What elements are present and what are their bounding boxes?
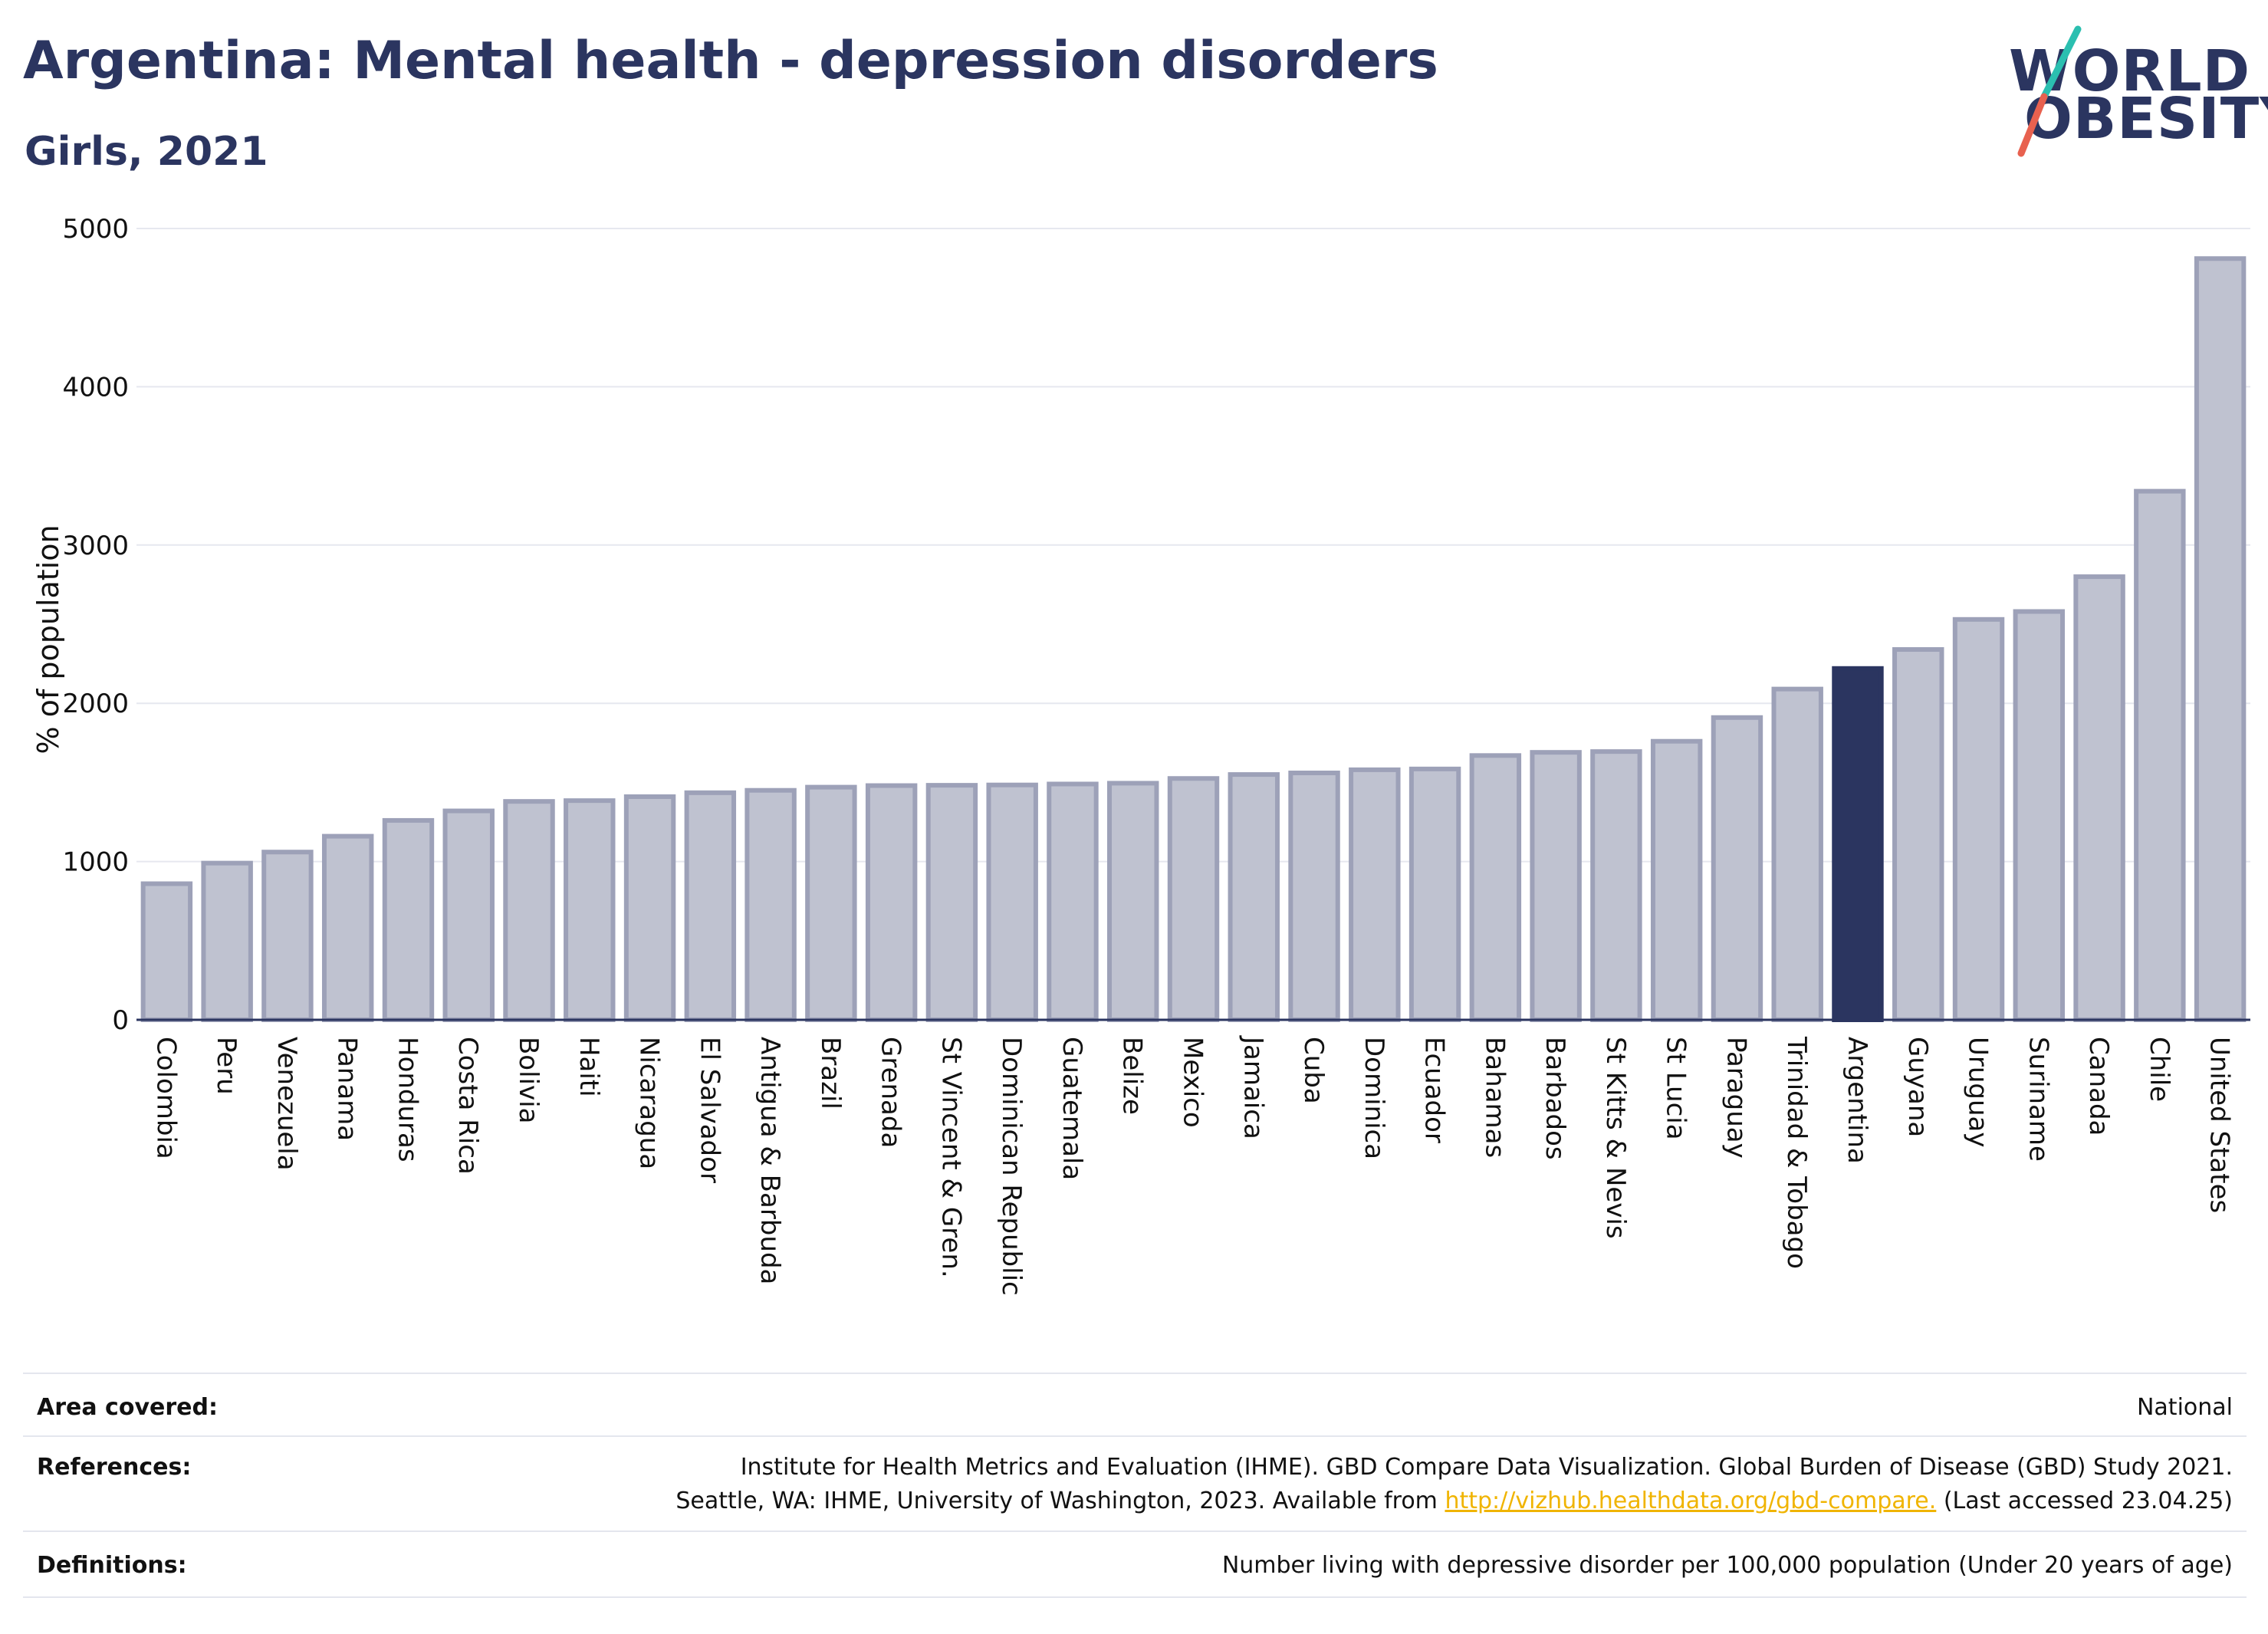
definitions-row: Definitions: Number living with depressi… bbox=[23, 1530, 2247, 1598]
bar-guyana bbox=[1892, 647, 1944, 1022]
x-tick-label: United States bbox=[2204, 1037, 2235, 1213]
chart-subtitle: Girls, 2021 bbox=[25, 129, 268, 175]
bar-uruguay bbox=[1952, 616, 2005, 1022]
bar-dominican-republic bbox=[986, 782, 1038, 1022]
y-axis-label: % of population bbox=[31, 524, 65, 754]
bar-belize bbox=[1107, 781, 1159, 1022]
definitions-value: Number living with depressive disorder p… bbox=[1221, 1552, 2233, 1579]
x-tick-label: Suriname bbox=[2023, 1037, 2053, 1162]
bar-peru bbox=[201, 860, 253, 1022]
references-row: References: Institute for Health Metrics… bbox=[23, 1435, 2247, 1530]
x-tick-label: Argentina bbox=[1842, 1037, 1872, 1164]
bar-st-vincent-gren- bbox=[925, 783, 978, 1023]
bar-chart: 0 1000 2000 3000 4000 5000 Colombia Peru Venezu… bbox=[31, 214, 2250, 1296]
y-tick-label: 1000 bbox=[62, 847, 129, 878]
bar-haiti bbox=[564, 798, 616, 1022]
bar-nicaragua bbox=[623, 794, 676, 1022]
x-tick-label: St Vincent & Gren. bbox=[935, 1037, 966, 1278]
bar-brazil bbox=[805, 784, 857, 1023]
x-tick-label: Costa Rica bbox=[452, 1037, 483, 1175]
bar-canada bbox=[2073, 574, 2125, 1022]
x-tick-label: St Lucia bbox=[1661, 1037, 1691, 1140]
x-tick-label: Nicaragua bbox=[634, 1037, 665, 1169]
area-value: National bbox=[2136, 1394, 2233, 1421]
x-tick-label: Antigua & Barbuda bbox=[754, 1037, 785, 1284]
x-tick-label: Panama bbox=[332, 1037, 363, 1141]
x-tick-label: Paraguay bbox=[1721, 1037, 1751, 1159]
bar-colombia bbox=[140, 881, 193, 1022]
x-tick-label: Guatemala bbox=[1057, 1037, 1087, 1180]
x-tick-label: Barbados bbox=[1540, 1037, 1570, 1160]
x-tick-label: Colombia bbox=[150, 1037, 181, 1159]
bars bbox=[140, 256, 2247, 1023]
bar-honduras bbox=[382, 817, 435, 1023]
bar-cuba bbox=[1288, 771, 1340, 1022]
area-row: Area covered: National bbox=[23, 1373, 2247, 1435]
references-line-1: Institute for Health Metrics and Evaluat… bbox=[740, 1454, 2233, 1481]
x-tick-label: Bahamas bbox=[1479, 1037, 1510, 1158]
x-tick-label: Haiti bbox=[574, 1037, 604, 1097]
references-line-2: Seattle, WA: IHME, University of Washing… bbox=[675, 1488, 2233, 1514]
bar-barbados bbox=[1530, 750, 1582, 1023]
y-tick-label: 5000 bbox=[62, 214, 129, 245]
x-tick-label: Guyana bbox=[1902, 1037, 1933, 1137]
references-line-2-suffix: (Last accessed 23.04.25) bbox=[1936, 1488, 2233, 1514]
x-tick-label: Bolivia bbox=[513, 1037, 544, 1123]
references-line-2-prefix: Seattle, WA: IHME, University of Washing… bbox=[675, 1488, 1445, 1514]
bar-bahamas bbox=[1469, 753, 1522, 1022]
area-label: Area covered: bbox=[37, 1394, 218, 1421]
x-tick-label: Honduras bbox=[392, 1037, 422, 1162]
bar-trinidad-tobago bbox=[1771, 686, 1823, 1023]
bar-antigua-barbuda bbox=[744, 787, 797, 1022]
x-tick-labels: Colombia Peru Venezuela Panama Honduras Costa… bbox=[150, 1035, 2234, 1296]
bar-paraguay bbox=[1711, 715, 1763, 1022]
bar-costa-rica bbox=[442, 808, 495, 1022]
x-tick-label: Dominican Republic bbox=[996, 1037, 1027, 1296]
bar-bolivia bbox=[503, 799, 555, 1022]
logo-slash-icon bbox=[2017, 25, 2082, 157]
bar-grenada bbox=[865, 783, 918, 1022]
x-tick-label: Grenada bbox=[876, 1037, 906, 1148]
bar-suriname bbox=[2013, 609, 2066, 1022]
references-link[interactable]: http://vizhub.healthdata.org/gbd-compare… bbox=[1445, 1488, 1937, 1514]
bar-panama bbox=[321, 833, 374, 1023]
definitions-label: Definitions: bbox=[37, 1552, 187, 1579]
x-tick-label: Peru bbox=[211, 1037, 242, 1095]
bar-dominica bbox=[1349, 767, 1401, 1022]
bar-jamaica bbox=[1228, 772, 1280, 1023]
x-tick-label: Ecuador bbox=[1419, 1037, 1450, 1143]
y-tick-label: 2000 bbox=[62, 689, 129, 719]
x-tick-label: El Salvador bbox=[694, 1037, 725, 1183]
bar-mexico bbox=[1167, 776, 1220, 1022]
y-tick-label: 3000 bbox=[62, 531, 129, 561]
x-tick-label: Canada bbox=[2083, 1037, 2114, 1136]
bar-el-salvador bbox=[684, 790, 737, 1023]
bar-venezuela bbox=[261, 850, 314, 1022]
world-obesity-logo: WORLD OBESITY bbox=[1994, 23, 2268, 169]
x-tick-label: Venezuela bbox=[271, 1037, 302, 1171]
x-tick-label: Chile bbox=[2144, 1037, 2174, 1102]
bar-chile bbox=[2134, 488, 2186, 1022]
x-tick-label: St Kitts & Nevis bbox=[1600, 1037, 1631, 1239]
x-tick-label: Jamaica bbox=[1238, 1035, 1268, 1139]
x-tick-label: Mexico bbox=[1178, 1037, 1208, 1128]
x-tick-label: Trinidad & Tobago bbox=[1781, 1036, 1812, 1269]
bar-st-lucia bbox=[1650, 738, 1703, 1023]
x-tick-label: Uruguay bbox=[1963, 1037, 1994, 1148]
x-tick-label: Dominica bbox=[1359, 1037, 1389, 1159]
chart-title: Argentina: Mental health - depression di… bbox=[23, 31, 1438, 91]
x-tick-label: Belize bbox=[1117, 1037, 1148, 1115]
y-tick-label: 4000 bbox=[62, 372, 129, 403]
bar-guatemala bbox=[1047, 781, 1099, 1022]
bar-united-states bbox=[2194, 256, 2247, 1022]
bar-st-kitts-nevis bbox=[1590, 749, 1642, 1022]
bar-argentina bbox=[1832, 666, 1884, 1022]
y-tick-label: 0 bbox=[112, 1005, 129, 1036]
y-tick-labels: 0 1000 2000 3000 4000 5000 bbox=[62, 214, 129, 1036]
x-tick-label: Cuba bbox=[1298, 1037, 1329, 1104]
references-label: References: bbox=[37, 1454, 192, 1481]
logo-line-2: OBESITY bbox=[2024, 86, 2268, 152]
x-tick-label: Brazil bbox=[815, 1037, 846, 1110]
bar-ecuador bbox=[1408, 766, 1461, 1023]
